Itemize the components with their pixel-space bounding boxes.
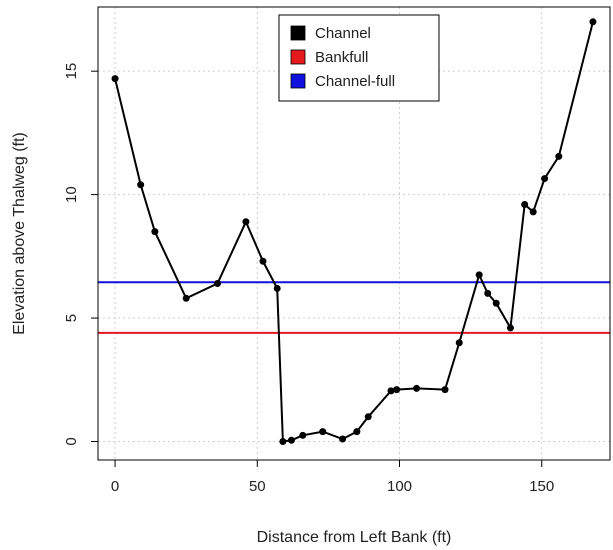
y-tick-label: 5 [63, 314, 80, 322]
data-point [506, 324, 514, 332]
data-series [111, 18, 597, 445]
data-point [287, 436, 295, 444]
data-point [319, 428, 327, 436]
x-tick-label: 100 [387, 478, 412, 495]
data-point [242, 218, 250, 226]
data-point [475, 271, 483, 279]
y-tick-label: 10 [63, 186, 80, 203]
data-point [339, 435, 347, 443]
y-axis-title: Elevation above Thalweg (ft) [11, 132, 28, 334]
data-point [441, 386, 449, 394]
x-tick-label: 50 [249, 478, 266, 495]
data-point [529, 208, 537, 216]
data-point [393, 386, 401, 394]
x-tick-label: 0 [111, 478, 119, 495]
x-axis: 0 50 100 150 [111, 460, 554, 495]
data-point [364, 413, 372, 421]
data-point [413, 384, 421, 392]
reference-lines [98, 281, 610, 334]
legend-label: Bankfull [315, 49, 368, 66]
legend: Channel Bankfull Channel-full [278, 14, 440, 102]
y-axis: 0 5 10 15 [63, 63, 98, 446]
data-point [299, 431, 307, 439]
data-point [279, 437, 287, 445]
data-point [137, 181, 145, 189]
data-point [455, 339, 463, 347]
data-point [492, 299, 500, 307]
data-point [259, 257, 267, 265]
data-point [387, 387, 395, 395]
legend-label: Channel [315, 25, 371, 42]
legend-swatch [290, 49, 306, 65]
data-point [213, 279, 221, 287]
y-tick-label: 15 [63, 63, 80, 80]
data-point [353, 428, 361, 436]
data-point [589, 18, 597, 26]
plot-frame [97, 6, 611, 461]
data-point [555, 152, 563, 160]
data-point [541, 175, 549, 183]
legend-box [278, 14, 440, 102]
data-point [484, 289, 492, 297]
legend-label: Channel-full [315, 73, 395, 90]
data-point [151, 228, 159, 236]
legend-swatch [290, 25, 306, 41]
y-tick-label: 0 [63, 437, 80, 445]
data-point [111, 75, 119, 83]
x-axis-title: Distance from Left Bank (ft) [257, 529, 452, 546]
data-point [521, 200, 529, 208]
x-tick-label: 150 [529, 478, 554, 495]
data-point [273, 284, 281, 292]
data-point [182, 294, 190, 302]
legend-swatch [290, 73, 306, 89]
